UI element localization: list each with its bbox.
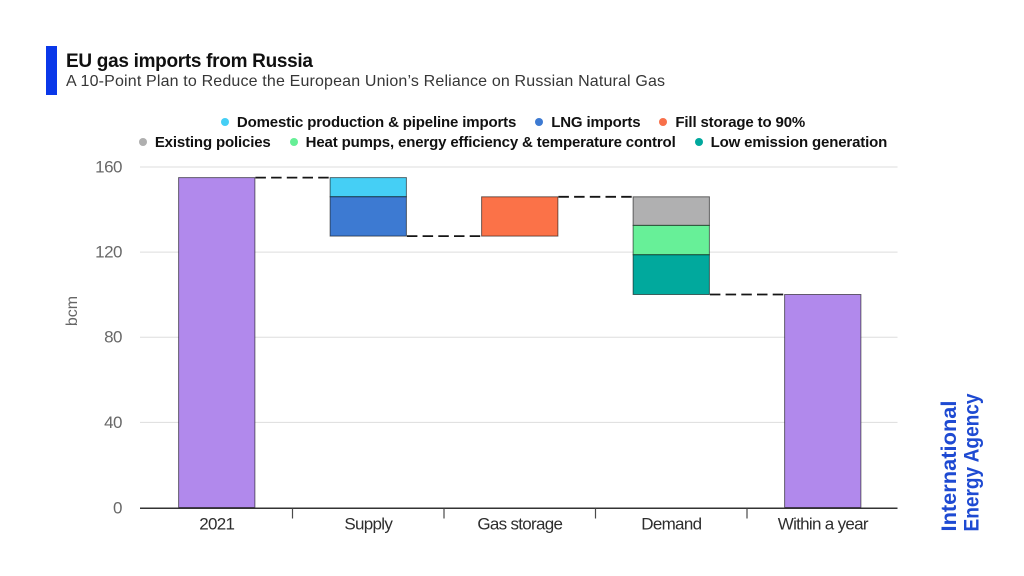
svg-text:2021: 2021 — [199, 515, 234, 534]
svg-text:0: 0 — [113, 498, 122, 517]
svg-text:Supply: Supply — [344, 515, 393, 534]
svg-text:Within a year: Within a year — [778, 515, 869, 534]
svg-text:Energy Agency: Energy Agency — [961, 393, 984, 531]
svg-text:Demand: Demand — [641, 515, 701, 534]
svg-text:bcm: bcm — [64, 296, 81, 326]
svg-text:80: 80 — [104, 328, 122, 347]
svg-text:120: 120 — [95, 243, 122, 262]
svg-text:40: 40 — [104, 413, 122, 432]
svg-text:Gas storage: Gas storage — [477, 515, 562, 534]
svg-text:160: 160 — [95, 157, 122, 176]
svg-text:International: International — [938, 401, 961, 532]
